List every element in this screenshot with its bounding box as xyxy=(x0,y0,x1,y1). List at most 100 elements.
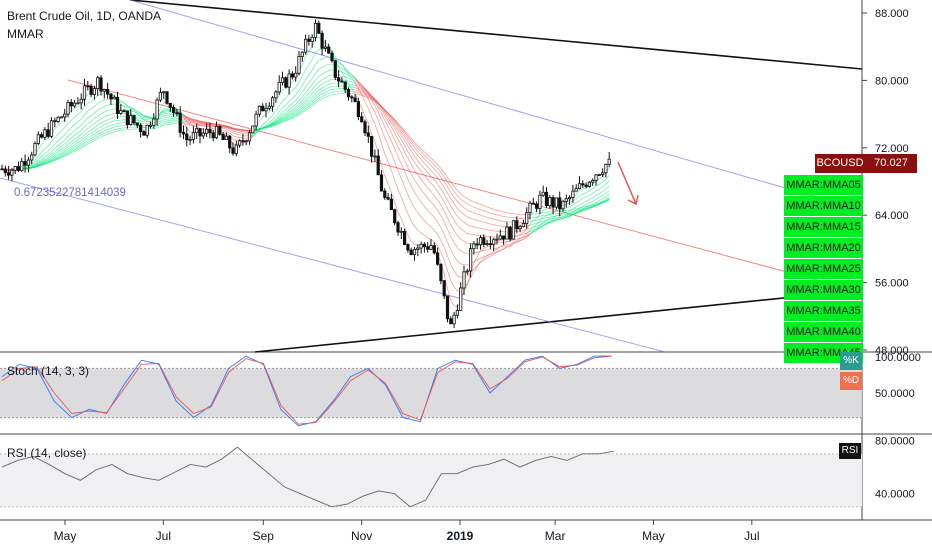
mma-segment xyxy=(400,126,405,131)
mma-segment xyxy=(460,238,465,242)
mma-segment xyxy=(133,114,138,116)
mma-segment xyxy=(325,63,329,66)
mma-segment xyxy=(493,208,498,211)
mma-segment xyxy=(602,188,607,192)
candle-body xyxy=(317,22,321,34)
mma-segment xyxy=(549,217,554,219)
mma-segment xyxy=(97,129,102,132)
forecast-arrow-shaft xyxy=(617,161,637,205)
candle xyxy=(73,99,77,108)
mma-segment xyxy=(490,252,494,255)
mma-segment xyxy=(130,113,135,115)
mma-segment xyxy=(477,208,481,210)
mma-segment xyxy=(275,105,280,112)
mma-segment xyxy=(328,91,333,94)
mma-segment xyxy=(321,85,326,89)
mma-segment xyxy=(424,206,429,211)
mma-segment xyxy=(500,244,504,247)
mma-segment xyxy=(272,110,277,116)
mma-segment xyxy=(374,112,379,121)
mma-segment xyxy=(437,164,442,169)
stoch-d-tag: %D xyxy=(840,372,862,390)
mma-segment xyxy=(427,166,432,171)
mma-segment xyxy=(582,192,587,195)
mma-segment xyxy=(282,114,286,117)
mma-segment xyxy=(463,196,468,200)
mma-segment xyxy=(269,124,273,127)
candle-body xyxy=(442,280,446,297)
mma-segment xyxy=(440,172,445,177)
mma-segment xyxy=(447,208,452,215)
candle-body xyxy=(439,263,443,282)
mma-segment xyxy=(301,96,306,101)
candle xyxy=(297,51,301,76)
mma-segment xyxy=(71,146,75,150)
mma-segment xyxy=(407,145,412,152)
candle xyxy=(33,141,37,157)
mma-segment xyxy=(354,85,359,88)
mma-segment xyxy=(229,132,234,137)
mma-segment xyxy=(292,87,296,92)
mma-segment xyxy=(434,164,438,169)
mma-segment xyxy=(325,56,329,58)
candle xyxy=(561,199,565,212)
candle-body xyxy=(122,110,126,113)
candle-body xyxy=(287,73,291,88)
mma-segment xyxy=(226,127,230,129)
mma-segment xyxy=(137,110,141,114)
candle-body xyxy=(416,247,420,250)
mma-segment xyxy=(265,126,270,129)
mma-segment xyxy=(407,136,412,141)
candle-body xyxy=(482,237,486,245)
mma-segment xyxy=(453,242,458,249)
mma-segment xyxy=(190,120,194,123)
candle xyxy=(531,197,535,205)
mma-segment xyxy=(41,162,46,165)
channel-mid xyxy=(67,79,863,293)
candle xyxy=(148,121,153,129)
candle xyxy=(551,195,555,215)
mma-segment xyxy=(229,127,234,129)
mma-segment xyxy=(44,156,49,159)
candle xyxy=(119,104,123,116)
mma-segment xyxy=(166,118,171,120)
mma-segment xyxy=(268,114,273,120)
mma-segment xyxy=(305,51,310,57)
mma-segment xyxy=(354,82,359,86)
mma-segment xyxy=(427,158,432,162)
mma-segment xyxy=(305,99,310,103)
candle xyxy=(429,239,433,251)
mma-segment xyxy=(430,165,435,170)
candle-body xyxy=(76,102,80,105)
mma-segment xyxy=(84,137,89,141)
stoch-line-d xyxy=(1,355,613,425)
candle xyxy=(607,152,611,168)
mma-segment xyxy=(114,128,118,130)
mma-segment xyxy=(470,205,475,208)
mma-segment xyxy=(394,139,399,147)
mma-segment xyxy=(80,145,85,149)
mma-segment xyxy=(272,124,277,127)
mma-segment xyxy=(394,119,399,124)
mma-segment xyxy=(387,114,392,119)
mma-segment xyxy=(51,143,56,148)
mma-segment xyxy=(503,246,508,250)
mma-segment xyxy=(503,244,508,247)
mma-segment xyxy=(397,189,402,198)
mma-segment xyxy=(427,161,432,166)
candle-body xyxy=(521,223,526,228)
mma-segment xyxy=(457,208,461,213)
price-tick-label: 80.000 xyxy=(875,75,909,87)
mma-segment xyxy=(348,83,352,85)
mma-segment xyxy=(315,92,320,97)
candle-body xyxy=(350,96,354,99)
mma-segment xyxy=(381,165,386,177)
candle-body xyxy=(435,252,440,265)
mma-segment xyxy=(420,170,425,176)
forecast-arrow-head xyxy=(627,194,639,206)
mma-segment xyxy=(255,129,260,134)
candle-body xyxy=(224,135,228,141)
mma-segment xyxy=(64,113,69,120)
candle xyxy=(426,242,430,253)
mma-segment xyxy=(427,197,432,203)
